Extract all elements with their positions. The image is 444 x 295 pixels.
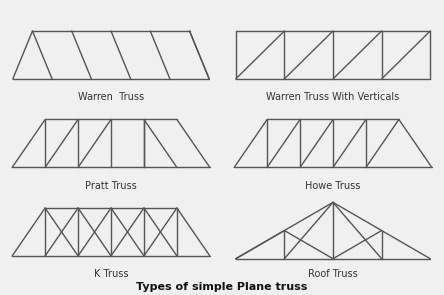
Text: Types of simple Plane truss: Types of simple Plane truss (136, 282, 308, 292)
Text: K Truss: K Truss (94, 269, 128, 279)
Text: Warren  Truss: Warren Truss (78, 92, 144, 102)
Text: Howe Truss: Howe Truss (305, 181, 361, 191)
Text: Pratt Truss: Pratt Truss (85, 181, 137, 191)
Text: Roof Truss: Roof Truss (308, 269, 358, 279)
Text: Warren Truss With Verticals: Warren Truss With Verticals (266, 92, 400, 102)
